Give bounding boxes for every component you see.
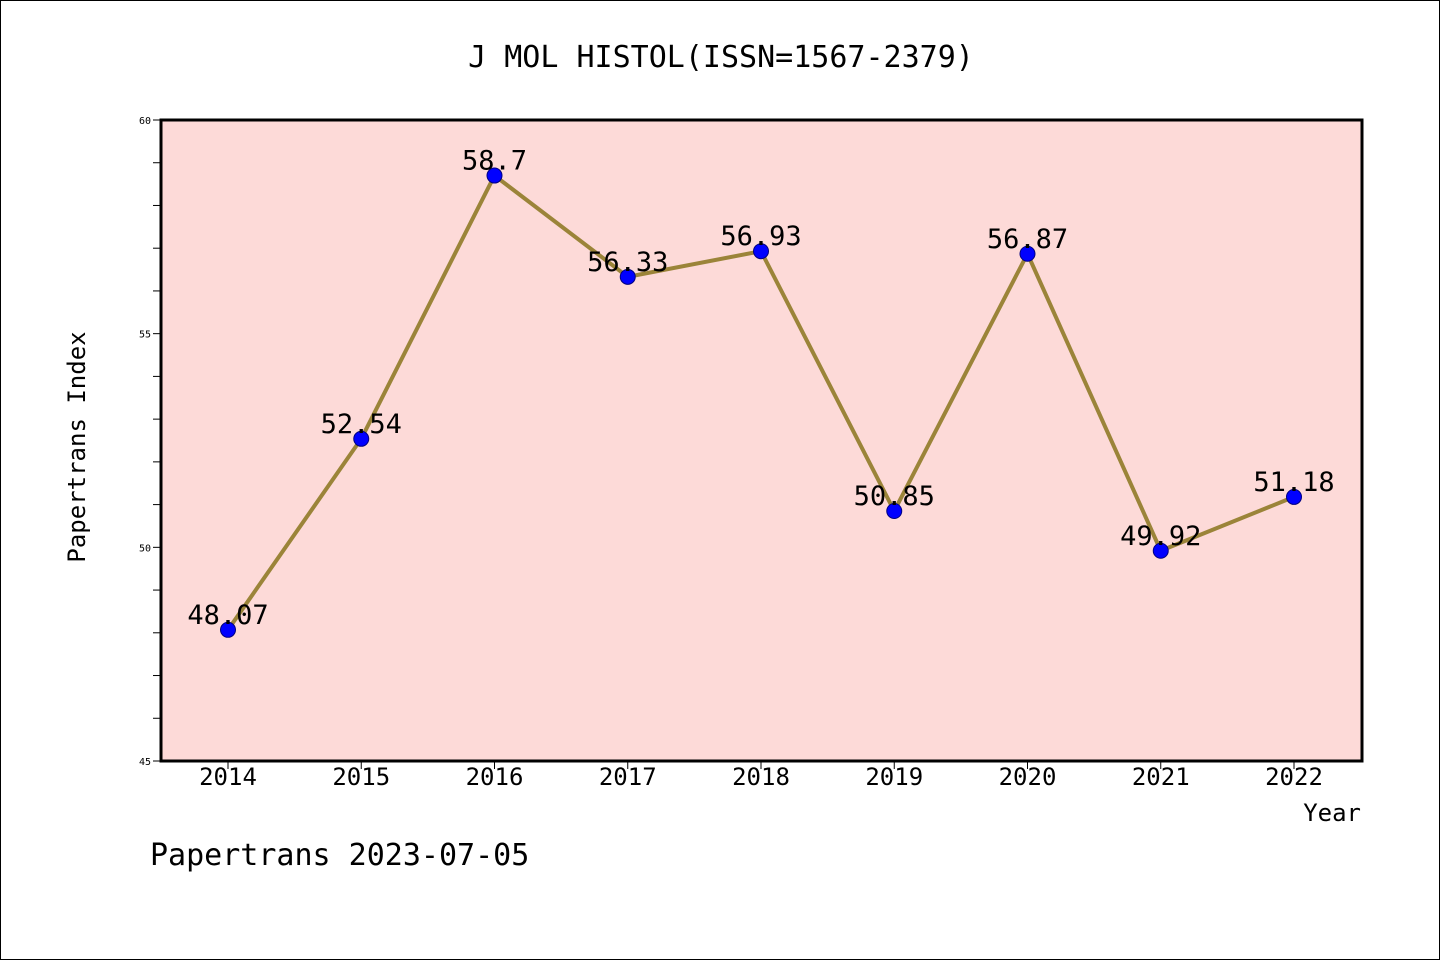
y-tick-label: 45 — [139, 757, 151, 768]
footer-text: Papertrans 2023-07-05 — [150, 838, 529, 873]
data-point-marker — [753, 243, 769, 260]
plot-border — [159, 118, 1364, 763]
data-point-marker — [486, 167, 503, 184]
x-tick-label: 2015 — [332, 763, 390, 791]
data-label: 56.93 — [720, 221, 801, 252]
x-tick-label: 2014 — [199, 763, 257, 791]
data-label: 52.54 — [321, 409, 402, 440]
x-tick-label: 2018 — [732, 763, 790, 791]
data-point-marker — [353, 430, 370, 447]
data-markers — [220, 167, 1302, 638]
y-tick-label: 60 — [139, 116, 151, 127]
data-point-marker — [619, 268, 636, 285]
data-label: 51.18 — [1253, 467, 1334, 498]
chart-title: J MOL HISTOL(ISSN=1567-2379) — [468, 40, 974, 75]
data-point-marker — [1286, 488, 1302, 505]
plot-area — [161, 120, 1362, 761]
y-axis-title: Papertrans Index — [63, 331, 91, 562]
data-label: 58.7 — [462, 146, 527, 177]
data-point-marker — [886, 503, 903, 520]
data-label: 48.07 — [187, 600, 268, 631]
data-labels: 48.07 52.54 58.7 56.33 56.93 50.85 56.87 49.92 5… — [187, 146, 1334, 631]
data-label: 56.87 — [987, 224, 1068, 255]
y-axis-ticks: 45 50 55 60 — [139, 116, 161, 768]
data-point-marker — [1019, 245, 1036, 262]
data-point-marker — [220, 621, 236, 638]
data-point-marker — [1152, 542, 1169, 559]
x-tick-label: 2021 — [1132, 763, 1190, 791]
y-tick-label: 55 — [139, 330, 151, 341]
x-tick-label: 2016 — [466, 763, 524, 791]
data-label: 56.33 — [587, 247, 668, 278]
x-tick-label: 2020 — [999, 763, 1057, 791]
x-axis-ticks: 2014 2015 2016 2017 2018 2019 2020 2021 2022 — [199, 761, 1323, 791]
data-label: 50.85 — [854, 481, 935, 512]
x-tick-label: 2017 — [599, 763, 657, 791]
y-tick-label: 50 — [139, 543, 151, 554]
x-axis-title: Year — [1303, 799, 1361, 827]
data-label: 49.92 — [1120, 521, 1201, 552]
x-tick-label: 2019 — [865, 763, 923, 791]
x-tick-label: 2022 — [1265, 763, 1323, 791]
